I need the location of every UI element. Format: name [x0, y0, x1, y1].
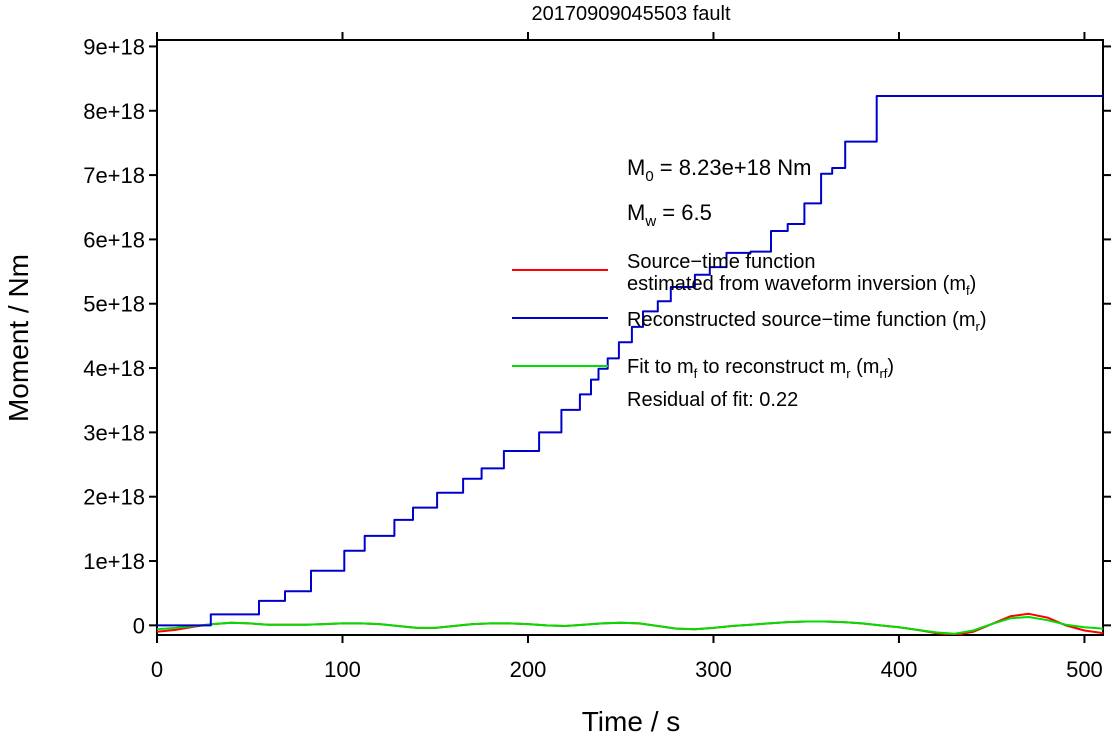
x-tick-label: 500 [1066, 657, 1103, 682]
chart-title: 20170909045503 fault [531, 3, 731, 25]
annotation-mw: Mw = 6.5 [627, 200, 712, 230]
x-tick-label: 200 [510, 657, 547, 682]
y-tick-label: 2e+18 [83, 485, 145, 510]
legend-entry-mf: Source−time function estimated from wave… [512, 251, 976, 298]
y-tick-label: 4e+18 [83, 356, 145, 381]
series-line-mr [157, 95, 1103, 627]
x-tick-label: 400 [881, 657, 918, 682]
plot-area: 0 1e+18 2e+18 3e+18 4e+18 5e+18 6e+18 7e+18 8e+1… [83, 32, 1111, 682]
y-tick-label: 1e+18 [83, 549, 145, 574]
y-tick-label: 8e+18 [83, 99, 145, 124]
y-axis: 0 1e+18 2e+18 3e+18 4e+18 5e+18 6e+18 7e+18 8e+1… [83, 34, 1111, 638]
x-tick-label: 100 [324, 657, 361, 682]
legend-entry-mrf: Fit to mf to reconstruct mr (mrf) Residu… [512, 356, 894, 411]
x-axis: 0 100 200 300 400 500 [151, 32, 1103, 682]
y-tick-label: 9e+18 [83, 34, 145, 59]
legend-label-mr: Reconstructed source−time function (mr) [627, 309, 987, 334]
y-tick-label: 6e+18 [83, 227, 145, 252]
plot-frame [156, 39, 1104, 636]
x-tick-label: 300 [695, 657, 732, 682]
legend-label-mf-line1: Source−time function [627, 251, 815, 273]
x-tick-label: 0 [151, 657, 163, 682]
y-tick-label: 5e+18 [83, 292, 145, 317]
svg-text:M0 = 8.23e+18 Nm: M0 = 8.23e+18 Nm [627, 155, 811, 185]
legend-label-mrf: Fit to mf to reconstruct mr (mrf) [627, 356, 894, 381]
legend-label-mf-line2: estimated from waveform inversion (mf) [627, 273, 976, 298]
y-tick-label: 0 [133, 613, 145, 638]
legend-entry-mr: Reconstructed source−time function (mr) [512, 309, 987, 334]
y-tick-label: 3e+18 [83, 420, 145, 445]
x-axis-title: Time / s [582, 706, 681, 736]
series-line-mrf [157, 616, 1103, 635]
svg-text:Mw = 6.5: Mw = 6.5 [627, 200, 712, 230]
y-axis-title: Moment / Nm [3, 254, 34, 422]
series-layer [157, 95, 1103, 635]
residual-of-fit: Residual of fit: 0.22 [627, 389, 798, 411]
y-tick-label: 7e+18 [83, 163, 145, 188]
annotation-m0: M0 = 8.23e+18 Nm [627, 155, 811, 185]
legend: Source−time function estimated from wave… [512, 251, 987, 411]
